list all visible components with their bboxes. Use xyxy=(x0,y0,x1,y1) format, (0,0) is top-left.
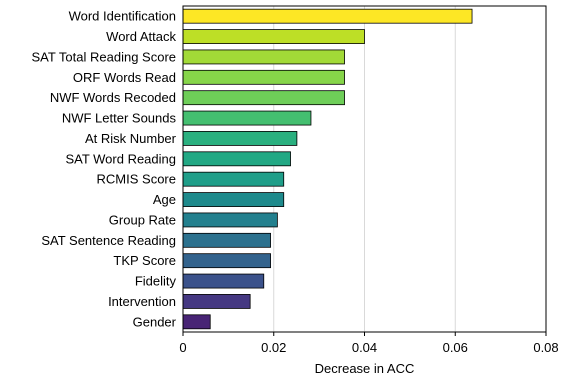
category-label: At Risk Number xyxy=(85,131,177,146)
x-ticks: 0 0.02 0.04 0.06 0.08 xyxy=(179,332,559,355)
x-tick-label: 0.04 xyxy=(352,340,377,355)
bar-intervention xyxy=(182,294,251,309)
category-label: Word Identification xyxy=(69,9,176,24)
category-label: NWF Letter Sounds xyxy=(62,111,177,126)
bar-sat-word-reading xyxy=(182,151,291,167)
category-label: SAT Total Reading Score xyxy=(31,49,176,64)
bar-nwf-words-recoded xyxy=(182,90,345,106)
bar-group-rate xyxy=(182,212,278,228)
category-label: Intervention xyxy=(108,294,176,309)
bar-tkp-score xyxy=(182,253,271,269)
x-tick-label: 0.06 xyxy=(443,340,468,355)
bar-age xyxy=(182,192,285,207)
bar-fidelity xyxy=(182,273,265,289)
x-tick-label: 0.02 xyxy=(261,340,286,355)
category-label: Age xyxy=(153,192,176,207)
category-label: ORF Words Read xyxy=(73,70,176,85)
category-label: SAT Word Reading xyxy=(65,151,176,166)
bars xyxy=(182,8,473,330)
category-labels: Word Identification Word Attack SAT Total … xyxy=(31,9,176,330)
bar-gender xyxy=(182,314,211,330)
bar-at-risk-number xyxy=(182,131,298,146)
category-label: Group Rate xyxy=(109,212,176,227)
category-label: NWF Words Recoded xyxy=(50,90,176,105)
category-label: Word Attack xyxy=(106,29,176,44)
x-tick-label: 0.08 xyxy=(533,340,558,355)
category-label: Fidelity xyxy=(135,274,177,289)
bar-nwf-letter-sounds xyxy=(182,110,312,126)
category-label: RCMIS Score xyxy=(97,172,176,187)
bar-rcmis-score xyxy=(182,171,285,187)
bar-orf-words-read xyxy=(182,69,345,85)
bar-word-identification xyxy=(182,8,473,24)
bar-sat-total-reading-score xyxy=(182,49,345,65)
category-label: SAT Sentence Reading xyxy=(41,233,176,248)
bar-sat-sentence-reading xyxy=(182,232,271,248)
x-tick-label: 0 xyxy=(179,340,186,355)
x-axis-label: Decrease in ACC xyxy=(315,361,415,376)
bar-word-attack xyxy=(182,29,365,44)
category-label: Gender xyxy=(133,314,177,329)
category-label: TKP Score xyxy=(113,253,176,268)
